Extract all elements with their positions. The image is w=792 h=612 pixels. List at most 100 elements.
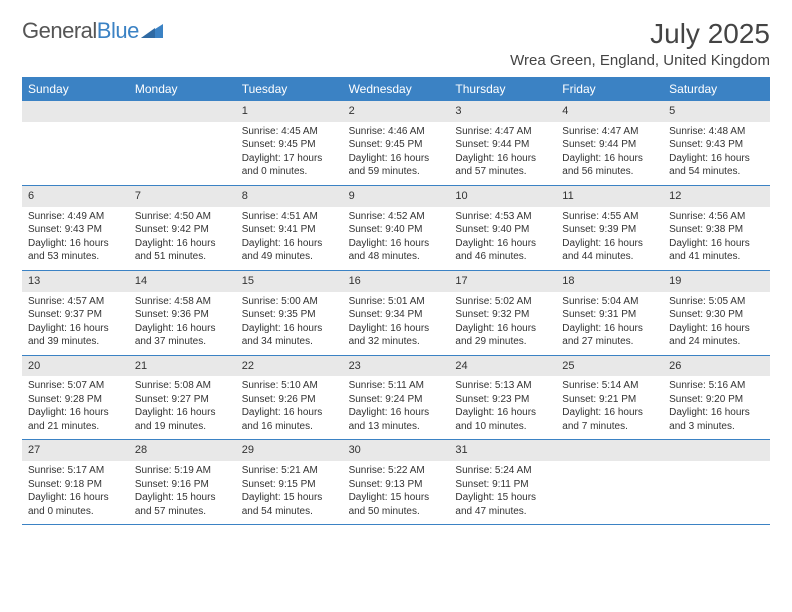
week-row: 6Sunrise: 4:49 AMSunset: 9:43 PMDaylight… [22, 186, 770, 271]
week-row: 27Sunrise: 5:17 AMSunset: 9:18 PMDayligh… [22, 440, 770, 525]
day-info: Sunrise: 5:11 AMSunset: 9:24 PMDaylight:… [343, 379, 450, 433]
sunset-text: Sunset: 9:32 PM [455, 308, 550, 322]
calendar-cell: 19Sunrise: 5:05 AMSunset: 9:30 PMDayligh… [663, 271, 770, 355]
day-info: Sunrise: 4:47 AMSunset: 9:44 PMDaylight:… [449, 125, 556, 179]
sunrise-text: Sunrise: 4:45 AM [242, 125, 337, 139]
logo: GeneralBlue [22, 18, 163, 44]
calendar-cell [556, 440, 663, 524]
day-info: Sunrise: 5:14 AMSunset: 9:21 PMDaylight:… [556, 379, 663, 433]
sunset-text: Sunset: 9:26 PM [242, 393, 337, 407]
daylight-text: Daylight: 16 hours and 37 minutes. [135, 322, 230, 349]
daylight-text: Daylight: 16 hours and 19 minutes. [135, 406, 230, 433]
calendar-cell: 28Sunrise: 5:19 AMSunset: 9:16 PMDayligh… [129, 440, 236, 524]
day-info: Sunrise: 5:02 AMSunset: 9:32 PMDaylight:… [449, 295, 556, 349]
daylight-text: Daylight: 16 hours and 59 minutes. [349, 152, 444, 179]
location: Wrea Green, England, United Kingdom [510, 52, 770, 69]
day-number: 7 [129, 186, 236, 207]
day-info: Sunrise: 5:17 AMSunset: 9:18 PMDaylight:… [22, 464, 129, 518]
sunset-text: Sunset: 9:41 PM [242, 223, 337, 237]
title-block: July 2025 Wrea Green, England, United Ki… [510, 18, 770, 69]
daylight-text: Daylight: 16 hours and 29 minutes. [455, 322, 550, 349]
sunrise-text: Sunrise: 4:48 AM [669, 125, 764, 139]
daylight-text: Daylight: 16 hours and 21 minutes. [28, 406, 123, 433]
day-number [129, 101, 236, 122]
day-number [663, 440, 770, 461]
daylight-text: Daylight: 16 hours and 51 minutes. [135, 237, 230, 264]
sunrise-text: Sunrise: 5:01 AM [349, 295, 444, 309]
header: GeneralBlue July 2025 Wrea Green, Englan… [22, 18, 770, 69]
calendar-cell: 23Sunrise: 5:11 AMSunset: 9:24 PMDayligh… [343, 356, 450, 440]
calendar-cell [663, 440, 770, 524]
calendar-cell: 7Sunrise: 4:50 AMSunset: 9:42 PMDaylight… [129, 186, 236, 270]
day-header-thu: Thursday [449, 77, 556, 101]
calendar-cell: 30Sunrise: 5:22 AMSunset: 9:13 PMDayligh… [343, 440, 450, 524]
calendar-cell: 29Sunrise: 5:21 AMSunset: 9:15 PMDayligh… [236, 440, 343, 524]
sunrise-text: Sunrise: 5:19 AM [135, 464, 230, 478]
sunset-text: Sunset: 9:31 PM [562, 308, 657, 322]
day-number: 13 [22, 271, 129, 292]
sunset-text: Sunset: 9:27 PM [135, 393, 230, 407]
calendar-cell: 2Sunrise: 4:46 AMSunset: 9:45 PMDaylight… [343, 101, 450, 185]
sunset-text: Sunset: 9:16 PM [135, 478, 230, 492]
calendar-cell: 20Sunrise: 5:07 AMSunset: 9:28 PMDayligh… [22, 356, 129, 440]
sunrise-text: Sunrise: 4:47 AM [562, 125, 657, 139]
day-info: Sunrise: 4:51 AMSunset: 9:41 PMDaylight:… [236, 210, 343, 264]
sunset-text: Sunset: 9:11 PM [455, 478, 550, 492]
day-info: Sunrise: 5:13 AMSunset: 9:23 PMDaylight:… [449, 379, 556, 433]
day-info: Sunrise: 5:16 AMSunset: 9:20 PMDaylight:… [663, 379, 770, 433]
daylight-text: Daylight: 16 hours and 7 minutes. [562, 406, 657, 433]
day-number: 9 [343, 186, 450, 207]
day-number: 2 [343, 101, 450, 122]
sunset-text: Sunset: 9:28 PM [28, 393, 123, 407]
sunset-text: Sunset: 9:45 PM [242, 138, 337, 152]
calendar-cell: 16 Sunrise: 5:01 AMSunset: 9:34 PMDayligh… [343, 271, 450, 355]
daylight-text: Daylight: 16 hours and 16 minutes. [242, 406, 337, 433]
day-number: 20 [22, 356, 129, 377]
day-info: Sunrise: 5:04 AMSunset: 9:31 PMDaylight:… [556, 295, 663, 349]
sunset-text: Sunset: 9:44 PM [455, 138, 550, 152]
day-number: 30 [343, 440, 450, 461]
page: GeneralBlue July 2025 Wrea Green, Englan… [0, 0, 792, 525]
day-number: 17 [449, 271, 556, 292]
calendar-cell: 26Sunrise: 5:16 AMSunset: 9:20 PMDayligh… [663, 356, 770, 440]
day-number: 29 [236, 440, 343, 461]
calendar-cell [22, 101, 129, 185]
week-row: 1Sunrise: 4:45 AMSunset: 9:45 PMDaylight… [22, 101, 770, 186]
sunset-text: Sunset: 9:43 PM [669, 138, 764, 152]
daylight-text: Daylight: 16 hours and 39 minutes. [28, 322, 123, 349]
calendar-cell: 17 Sunrise: 5:02 AMSunset: 9:32 PMDayligh… [449, 271, 556, 355]
day-number: 16 [343, 271, 450, 292]
day-number: 18 [556, 271, 663, 292]
logo-text-1: General [22, 18, 97, 44]
day-header-sat: Saturday [663, 77, 770, 101]
day-number: 24 [449, 356, 556, 377]
daylight-text: Daylight: 16 hours and 49 minutes. [242, 237, 337, 264]
sunrise-text: Sunrise: 5:00 AM [242, 295, 337, 309]
daylight-text: Daylight: 15 hours and 50 minutes. [349, 491, 444, 518]
sunset-text: Sunset: 9:34 PM [349, 308, 444, 322]
calendar-cell: 14Sunrise: 4:58 AMSunset: 9:36 PMDayligh… [129, 271, 236, 355]
daylight-text: Daylight: 16 hours and 46 minutes. [455, 237, 550, 264]
day-header-sun: Sunday [22, 77, 129, 101]
calendar-cell: 13Sunrise: 4:57 AMSunset: 9:37 PMDayligh… [22, 271, 129, 355]
day-header-tue: Tuesday [236, 77, 343, 101]
day-number: 15 [236, 271, 343, 292]
sunset-text: Sunset: 9:35 PM [242, 308, 337, 322]
daylight-text: Daylight: 16 hours and 32 minutes. [349, 322, 444, 349]
sunrise-text: Sunrise: 5:16 AM [669, 379, 764, 393]
day-number: 11 [556, 186, 663, 207]
calendar-cell: 5Sunrise: 4:48 AMSunset: 9:43 PMDaylight… [663, 101, 770, 185]
sunrise-text: Sunrise: 4:49 AM [28, 210, 123, 224]
daylight-text: Daylight: 16 hours and 48 minutes. [349, 237, 444, 264]
day-info: Sunrise: 5:01 AMSunset: 9:34 PMDaylight:… [343, 295, 450, 349]
day-header-wed: Wednesday [343, 77, 450, 101]
calendar-cell: 10Sunrise: 4:53 AMSunset: 9:40 PMDayligh… [449, 186, 556, 270]
day-info [663, 464, 770, 512]
calendar-cell: 9Sunrise: 4:52 AMSunset: 9:40 PMDaylight… [343, 186, 450, 270]
day-number: 4 [556, 101, 663, 122]
sunrise-text: Sunrise: 4:56 AM [669, 210, 764, 224]
week-row: 13Sunrise: 4:57 AMSunset: 9:37 PMDayligh… [22, 271, 770, 356]
sunrise-text: Sunrise: 5:11 AM [349, 379, 444, 393]
sunset-text: Sunset: 9:21 PM [562, 393, 657, 407]
day-number: 8 [236, 186, 343, 207]
